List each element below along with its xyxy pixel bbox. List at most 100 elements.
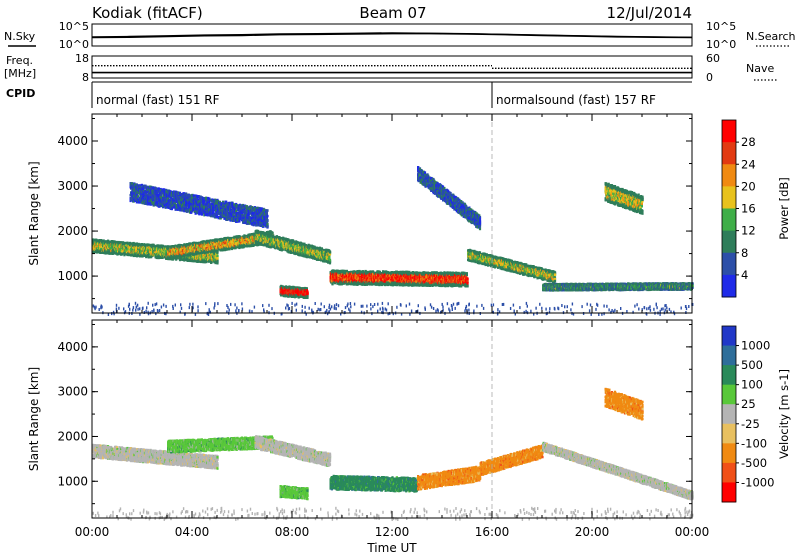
freq-label-line2: [MHz] bbox=[4, 67, 36, 80]
echo-cell bbox=[125, 250, 128, 254]
echo-cell bbox=[139, 252, 142, 256]
echo-cell bbox=[158, 249, 161, 253]
echo-cell bbox=[107, 250, 110, 253]
cpid-mode-label: normal (fast) 151 RF bbox=[96, 93, 220, 107]
echo-cell bbox=[134, 250, 137, 254]
echo-cell bbox=[221, 239, 224, 243]
echo-cell bbox=[163, 245, 167, 248]
echo-cell bbox=[203, 253, 207, 256]
echo-cell bbox=[209, 256, 212, 259]
echo-cell bbox=[236, 239, 239, 243]
echo-cell bbox=[124, 249, 127, 253]
echo-cell bbox=[145, 243, 148, 246]
echo-cell bbox=[115, 252, 118, 255]
echo-cell bbox=[243, 236, 246, 239]
echo-cell bbox=[150, 248, 153, 251]
echo-cell bbox=[179, 248, 182, 252]
echo-cell bbox=[147, 251, 150, 254]
echo-cell bbox=[328, 255, 331, 259]
cpid-mode-label: normalsound (fast) 157 RF bbox=[496, 93, 656, 107]
echo-cell bbox=[195, 252, 198, 256]
freq-left-bottom-tick: 8 bbox=[82, 71, 89, 84]
echo-cell bbox=[214, 255, 217, 259]
echo-cell bbox=[174, 255, 177, 259]
echo-cell bbox=[188, 242, 192, 246]
echo-cell bbox=[328, 258, 332, 262]
echo-cell bbox=[175, 258, 178, 261]
echo-cell bbox=[208, 250, 211, 253]
echo-cell bbox=[247, 235, 250, 238]
echo-cell bbox=[195, 247, 198, 251]
echo-cell bbox=[128, 241, 132, 245]
echo-cell bbox=[215, 249, 218, 253]
echo-cell bbox=[142, 249, 145, 253]
echo-cell bbox=[124, 241, 127, 245]
echo-cell bbox=[147, 243, 150, 247]
echo-cell bbox=[157, 244, 160, 247]
echo-cell bbox=[216, 260, 219, 263]
echo-cell bbox=[159, 255, 162, 258]
echo-cell bbox=[210, 259, 213, 263]
echo-cell bbox=[195, 245, 198, 249]
echo-cell bbox=[183, 259, 186, 262]
echo-cell bbox=[227, 247, 230, 251]
echo-cell bbox=[192, 244, 195, 248]
nave-label: Nave bbox=[746, 62, 774, 75]
freq-left-top-tick: 18 bbox=[75, 52, 89, 65]
echo-cell bbox=[205, 260, 208, 264]
echo-cell bbox=[95, 244, 98, 248]
echo-cell bbox=[198, 257, 201, 260]
echo-cell bbox=[247, 238, 250, 242]
echo-cell bbox=[224, 248, 227, 251]
echo-cells bbox=[92, 166, 694, 316]
echo-cell bbox=[175, 249, 178, 253]
echo-cell bbox=[169, 248, 172, 251]
echo-cell bbox=[121, 251, 124, 255]
echo-cell bbox=[107, 248, 110, 252]
date-title: 12/Jul/2014 bbox=[607, 4, 692, 22]
echo-cell bbox=[242, 238, 245, 242]
echo-cell bbox=[132, 248, 135, 251]
echo-cell bbox=[104, 246, 107, 250]
echo-cell bbox=[127, 242, 130, 245]
noise-right-label: N.Search bbox=[746, 30, 796, 43]
echo-cell bbox=[172, 245, 175, 249]
echo-cell bbox=[210, 253, 213, 257]
echo-cell bbox=[184, 253, 187, 257]
echo-cell bbox=[170, 256, 173, 259]
echo-cell bbox=[174, 244, 177, 248]
station-title: Kodiak (fitACF) bbox=[92, 4, 203, 22]
echo-cell bbox=[216, 255, 219, 259]
echo-cell bbox=[205, 247, 208, 250]
echo-cell bbox=[102, 239, 105, 242]
freq-frame bbox=[91, 55, 693, 79]
echo-cell bbox=[193, 242, 196, 245]
echo-cell bbox=[98, 239, 101, 242]
echo-cell bbox=[135, 244, 138, 248]
echo-cell bbox=[219, 248, 222, 252]
echo-cell bbox=[213, 243, 217, 246]
echo-cell bbox=[199, 257, 202, 261]
echo-cell bbox=[207, 257, 210, 260]
echo-cell bbox=[157, 254, 160, 257]
echo-cell bbox=[241, 246, 244, 249]
echo-cell bbox=[165, 257, 168, 260]
noise-frame bbox=[91, 23, 693, 47]
echo-cell bbox=[117, 240, 120, 244]
echo-cell bbox=[100, 246, 103, 250]
echo-cell bbox=[109, 252, 112, 255]
echo-cell bbox=[100, 239, 103, 242]
cpid-panel: CPID normal (fast) 151 RF normalsound (fa… bbox=[6, 81, 692, 108]
echo-cell bbox=[237, 245, 240, 249]
echo-cell bbox=[165, 249, 168, 253]
echo-cell bbox=[207, 254, 210, 257]
echo-cell bbox=[216, 251, 219, 254]
echo-cell bbox=[176, 255, 179, 259]
noise-left-top-tick: 10^5 bbox=[59, 20, 89, 33]
echo-cell bbox=[203, 260, 207, 263]
echo-cell bbox=[213, 252, 217, 255]
echo-cell bbox=[225, 244, 228, 247]
echo-cell bbox=[153, 252, 157, 255]
echo-cell bbox=[209, 242, 212, 246]
